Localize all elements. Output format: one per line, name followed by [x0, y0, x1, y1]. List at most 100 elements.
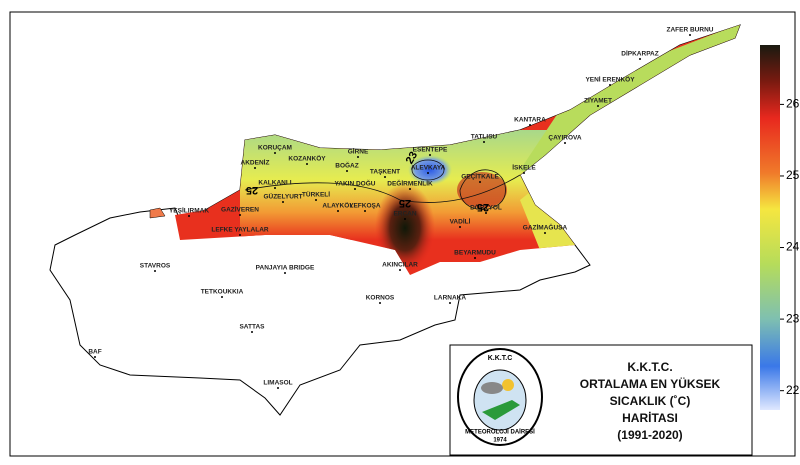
place-label: DÖRTYOL	[470, 203, 502, 212]
place-label: ZİYAMET	[584, 97, 612, 105]
colorbar	[760, 45, 780, 410]
place-label: KORUÇAM	[258, 145, 292, 152]
place-dot	[429, 154, 431, 156]
place-label: LEFKE YAYLALAR	[211, 227, 268, 234]
place-dot	[239, 214, 241, 216]
colorbar-label: 24	[786, 240, 800, 254]
place-dot	[337, 210, 339, 212]
place-dot	[277, 387, 279, 389]
logo-bottom: METEOROLOJİ DAİRESİ	[465, 429, 535, 436]
place-label: GÜZELYURT	[263, 192, 302, 201]
place-dot	[154, 270, 156, 272]
place-dot	[357, 156, 359, 158]
place-dot	[379, 302, 381, 304]
place-label: BEYARMUDU	[454, 250, 496, 257]
islet	[149, 207, 166, 219]
legend-line: ORTALAMA EN YÜKSEK	[580, 376, 721, 391]
place-dot	[274, 152, 276, 154]
place-dot	[221, 296, 223, 298]
place-label: LIMASOL	[263, 380, 292, 387]
frame	[9, 11, 796, 457]
place-label: ÇAYIROVA	[548, 135, 582, 142]
place-label: KALKANLI	[258, 180, 291, 187]
place-label: AKINCILAR	[382, 262, 418, 269]
colorbar-label: 23	[786, 311, 800, 325]
colorbar-label: 25	[786, 168, 800, 182]
place-label: TATLISU	[471, 134, 498, 141]
contour-label: 25	[477, 201, 489, 213]
logo-year: 1974	[493, 438, 507, 444]
place-dot	[274, 187, 276, 189]
place-dot	[427, 172, 429, 174]
place-dot	[409, 188, 411, 190]
contours	[244, 159, 521, 210]
legend-line: SICAKLIK (˚C)	[610, 394, 691, 408]
place-dot	[459, 226, 461, 228]
place-label: VADİLİ	[450, 218, 471, 226]
place-dot	[306, 163, 308, 165]
place-label: GAZİMAĞUSA	[523, 223, 568, 232]
place-dot	[282, 201, 284, 203]
place-dot	[597, 105, 599, 107]
place-dot	[523, 172, 525, 174]
place-dot	[94, 356, 96, 358]
place-dot	[364, 210, 366, 212]
place-label: TÜRKELİ	[302, 190, 330, 199]
place-dot	[609, 84, 611, 86]
legend-line: (1991-2020)	[617, 428, 682, 442]
place-dot	[474, 257, 476, 259]
place-dot	[315, 199, 317, 201]
place-label: LARNAKA	[434, 295, 466, 302]
place-dot	[564, 142, 566, 144]
place-dot	[354, 188, 356, 190]
place-label: YEŞİLIRMAK	[169, 207, 209, 215]
place-dot	[399, 269, 401, 271]
place-label: KOZANKÖY	[288, 154, 326, 163]
place-label: YENİ ERENKÖY	[585, 75, 635, 84]
place-label: ZAFER BURNU	[667, 27, 714, 34]
place-dot	[254, 167, 256, 169]
logo-top: K.K.T.C	[488, 355, 513, 362]
contour-label: 23	[404, 150, 421, 167]
place-label: YAKIN DOĞU	[335, 179, 376, 188]
legend-line: K.K.T.C.	[627, 360, 672, 374]
place-label: PANJAYIA BRIDGE	[256, 265, 315, 272]
place-label: TETKOUKKIA	[201, 289, 244, 296]
place-dot	[529, 124, 531, 126]
contour-label: 25	[246, 184, 258, 196]
place-dot	[251, 331, 253, 333]
place-label: KORNOS	[366, 295, 395, 302]
place-label: GEÇİTKALE	[461, 173, 499, 181]
legend-line: HARİTASI	[622, 410, 678, 425]
place-dot	[639, 58, 641, 60]
place-label: DEĞİRMENLİK	[387, 179, 433, 188]
place-dot	[346, 170, 348, 172]
place-label: ERCAN	[393, 211, 416, 218]
place-label: AKDENİZ	[241, 159, 270, 167]
place-dot	[479, 181, 481, 183]
place-label: KANTARA	[514, 117, 546, 124]
place-label: GİRNE	[348, 148, 369, 156]
colorbar-label: 26	[786, 97, 800, 111]
place-label: BOĞAZ	[335, 161, 359, 170]
place-dot	[689, 34, 691, 36]
place-dot	[188, 215, 190, 217]
place-dot	[384, 176, 386, 178]
place-dot	[284, 272, 286, 274]
place-label: LEFKOŞA	[349, 203, 380, 210]
place-dot	[483, 141, 485, 143]
place-label: STAVROS	[140, 263, 171, 270]
place-label: TAŞKENT	[370, 169, 400, 176]
place-label: ESENTEPE	[413, 147, 448, 154]
contour-label: 25	[399, 197, 411, 209]
place-dot	[544, 232, 546, 234]
place-dot	[485, 212, 487, 214]
place-label: DİPKARPAZ	[621, 50, 658, 58]
place-dot	[449, 302, 451, 304]
place-label: GAZİVEREN	[221, 206, 259, 214]
place-label: SATTAS	[239, 324, 265, 331]
place-label: İSKELE	[512, 164, 536, 172]
place-label: ALAYKÖY	[322, 201, 354, 210]
place-label: BAF	[88, 349, 101, 356]
